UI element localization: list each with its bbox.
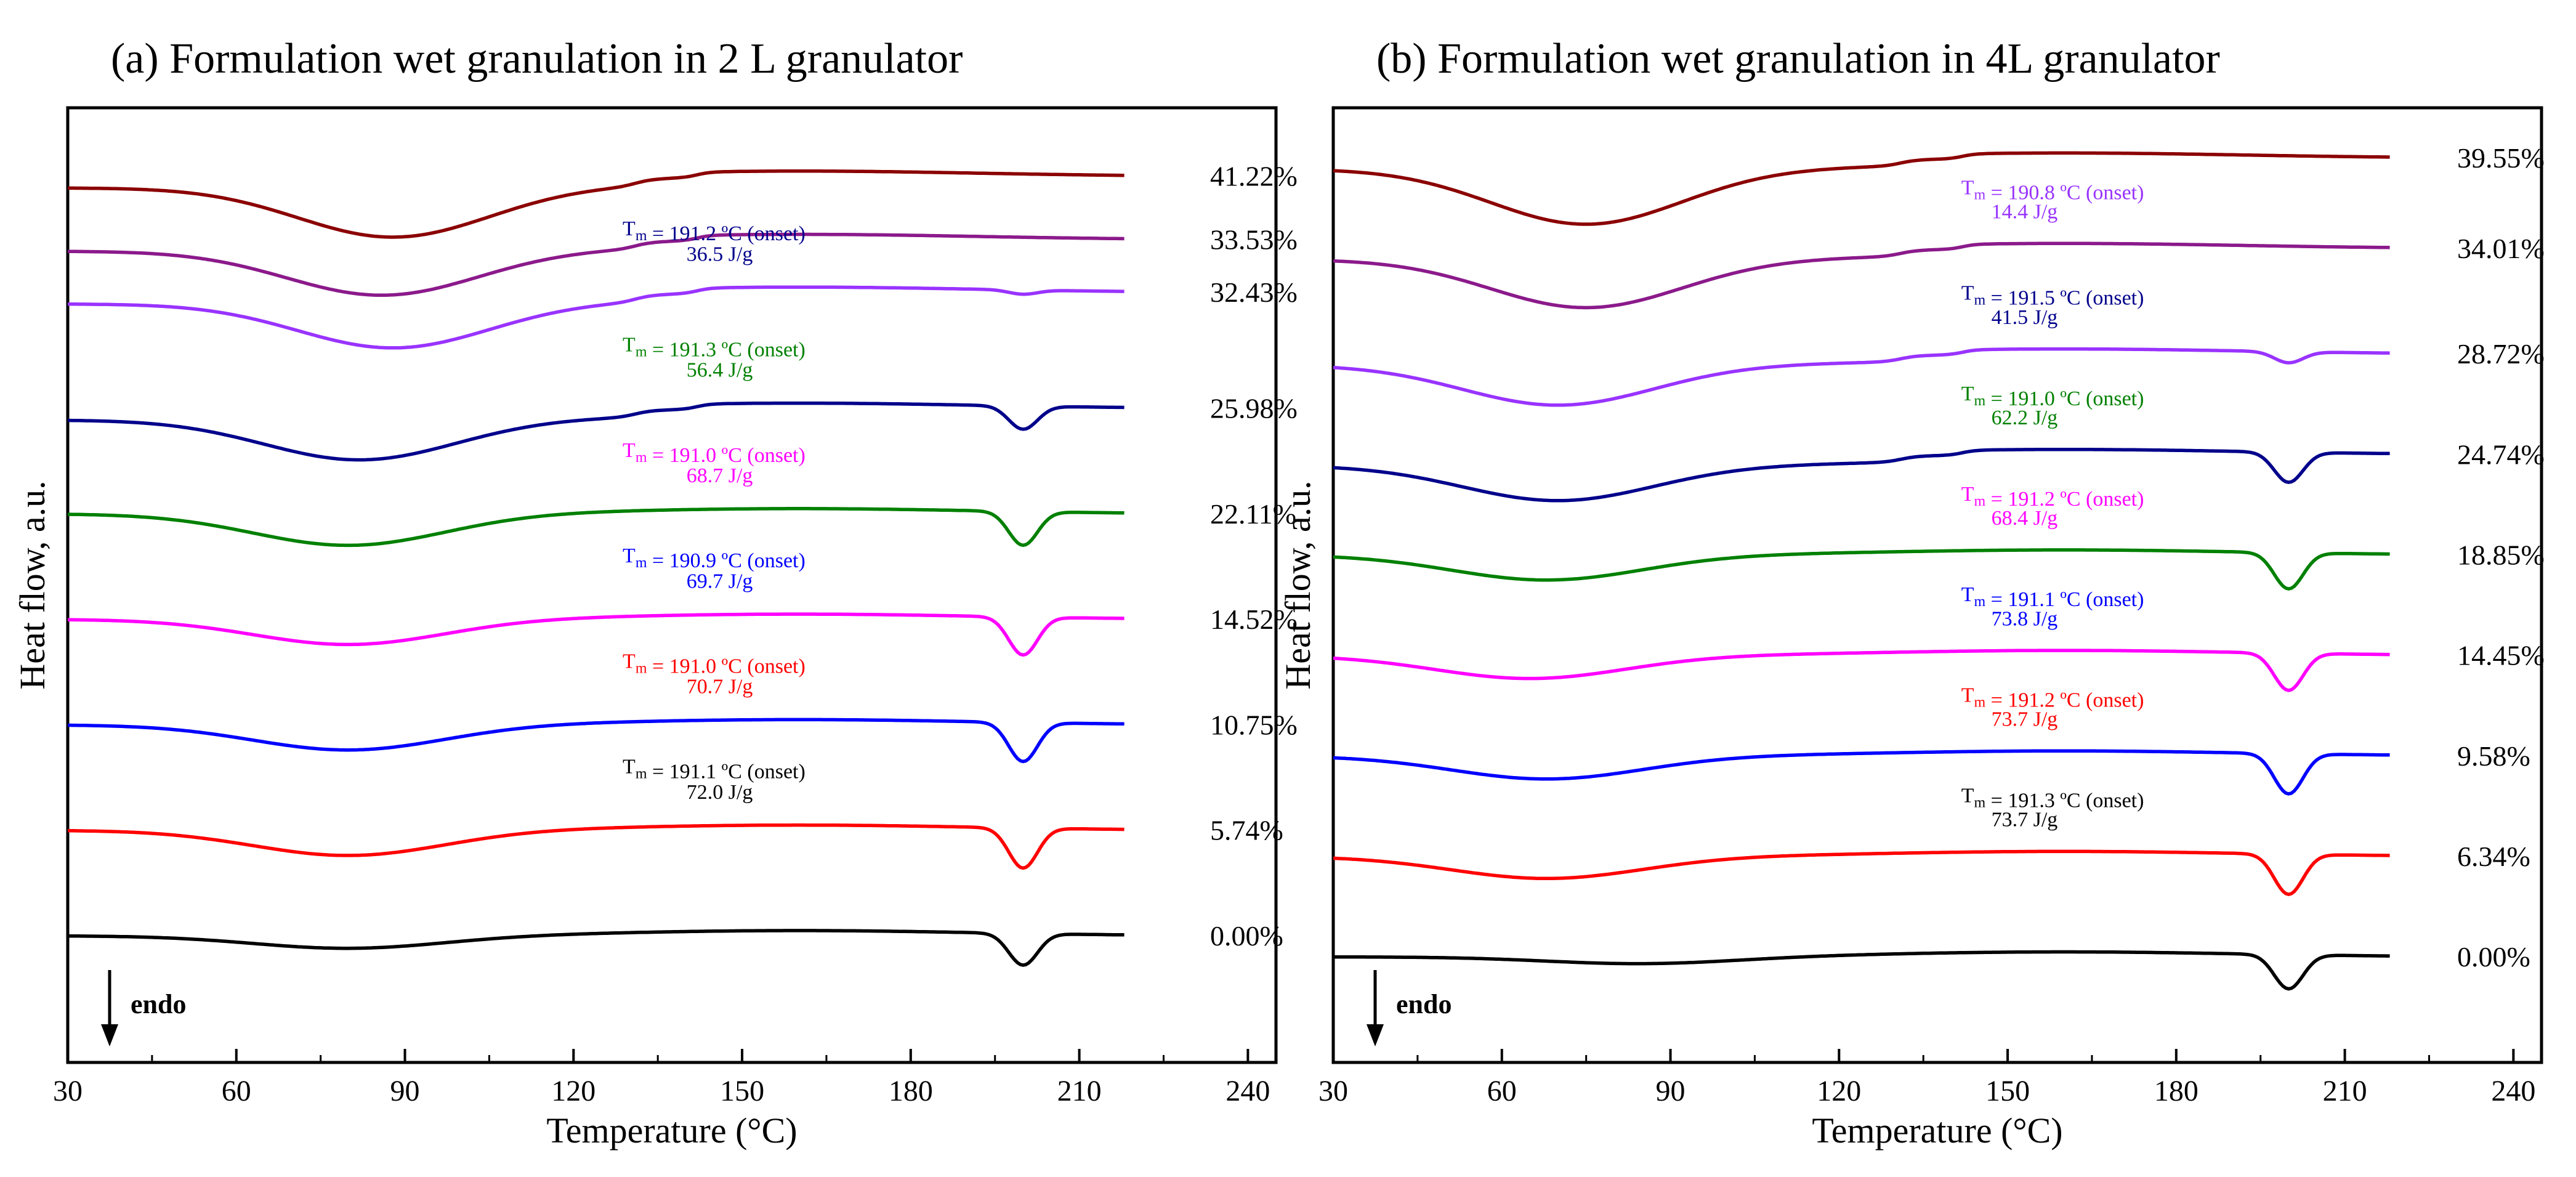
series-line bbox=[68, 612, 1124, 657]
series-label: 9.58% bbox=[2457, 740, 2530, 772]
enthalpy-annotation: 56.4 J/g bbox=[687, 359, 753, 382]
endo-label: endo bbox=[131, 989, 186, 1019]
tm-annotation: Tm = 190.8 ºC (onset) bbox=[1961, 176, 2144, 204]
x-tick-label: 210 bbox=[2323, 1075, 2367, 1107]
x-tick-label: 60 bbox=[222, 1075, 251, 1107]
series-line bbox=[1333, 241, 2390, 310]
enthalpy-annotation: 41.5 J/g bbox=[1992, 306, 2058, 329]
series-line bbox=[68, 169, 1124, 239]
series-line bbox=[1333, 548, 2390, 591]
series-line bbox=[68, 401, 1124, 462]
series-line bbox=[1333, 749, 2390, 796]
chart-panel-a: (a) Formulation wet granulation in 2 L g… bbox=[12, 35, 1298, 1151]
tm-annotation: Tm = 190.9 ºC (onset) bbox=[623, 544, 806, 572]
y-axis-label: Heat flow, a.u. bbox=[12, 480, 52, 689]
tm-annotation: Tm = 191.1 ºC (onset) bbox=[623, 756, 806, 783]
series-line bbox=[68, 285, 1124, 350]
endo-arrow-head bbox=[1367, 1024, 1384, 1046]
x-tick-label: 90 bbox=[1656, 1075, 1686, 1107]
enthalpy-annotation: 69.7 J/g bbox=[687, 570, 753, 593]
x-axis-label: Temperature (°C) bbox=[546, 1110, 797, 1151]
tm-annotation: Tm = 191.2 ºC (onset) bbox=[623, 217, 806, 245]
series-label: 18.85% bbox=[2457, 540, 2545, 571]
x-tick-label: 120 bbox=[551, 1075, 596, 1107]
enthalpy-annotation: 68.7 J/g bbox=[687, 464, 753, 487]
tm-annotation: Tm = 191.0 ºC (onset) bbox=[1961, 382, 2144, 410]
enthalpy-annotation: 73.7 J/g bbox=[1992, 708, 2058, 730]
tm-annotation: Tm = 191.3 ºC (onset) bbox=[623, 334, 806, 362]
x-tick-label: 60 bbox=[1487, 1075, 1517, 1107]
x-axis-label: Temperature (°C) bbox=[1812, 1110, 2062, 1151]
enthalpy-annotation: 70.7 J/g bbox=[687, 676, 753, 698]
chart-title: (a) Formulation wet granulation in 2 L g… bbox=[111, 35, 963, 83]
series-label: 34.01% bbox=[2457, 233, 2545, 264]
series-line bbox=[68, 507, 1124, 548]
x-tick-label: 30 bbox=[53, 1075, 83, 1107]
series-label: 6.34% bbox=[2457, 841, 2530, 872]
series-label: 33.53% bbox=[1210, 224, 1298, 255]
x-tick-label: 210 bbox=[1057, 1075, 1102, 1107]
x-tick-label: 150 bbox=[720, 1075, 764, 1107]
series-line bbox=[67, 929, 1124, 967]
y-axis-label: Heat flow, a.u. bbox=[1278, 480, 1318, 689]
series-line bbox=[68, 718, 1124, 764]
enthalpy-annotation: 73.8 J/g bbox=[1992, 607, 2058, 630]
enthalpy-annotation: 14.4 J/g bbox=[1992, 200, 2058, 223]
x-tick-label: 150 bbox=[1985, 1075, 2030, 1107]
series-label: 41.22% bbox=[1210, 161, 1298, 192]
endo-arrow-head bbox=[101, 1024, 118, 1046]
x-tick-label: 240 bbox=[1225, 1075, 1270, 1107]
series-label: 0.00% bbox=[1210, 920, 1283, 952]
plot-frame bbox=[66, 106, 1278, 1064]
series-line bbox=[67, 232, 1124, 297]
x-tick-label: 180 bbox=[889, 1075, 933, 1107]
enthalpy-annotation: 72.0 J/g bbox=[687, 781, 753, 804]
enthalpy-annotation: 68.4 J/g bbox=[1992, 507, 2058, 530]
series-label: 10.75% bbox=[1210, 709, 1298, 740]
chart-panel-b: (b) Formulation wet granulation in 4L gr… bbox=[1278, 35, 2545, 1151]
enthalpy-annotation: 36.5 J/g bbox=[687, 243, 753, 265]
enthalpy-annotation: 73.7 J/g bbox=[1992, 809, 2058, 831]
series-line bbox=[1333, 849, 2390, 896]
plot-frame bbox=[1331, 106, 2543, 1064]
series-line bbox=[67, 823, 1124, 870]
tm-annotation: Tm = 191.2 ºC (onset) bbox=[1961, 483, 2144, 511]
series-line bbox=[1333, 447, 2390, 503]
series-label: 39.55% bbox=[2457, 142, 2545, 174]
tm-annotation: Tm = 191.1 ºC (onset) bbox=[1961, 583, 2144, 611]
x-tick-label: 240 bbox=[2491, 1075, 2535, 1107]
series-label: 0.00% bbox=[2457, 941, 2530, 973]
series-line bbox=[1333, 950, 2390, 991]
series-line bbox=[1333, 649, 2390, 692]
tm-annotation: Tm = 191.0 ºC (onset) bbox=[623, 650, 806, 677]
x-tick-label: 30 bbox=[1318, 1075, 1348, 1107]
x-tick-label: 90 bbox=[390, 1075, 420, 1107]
series-label: 14.45% bbox=[2457, 640, 2545, 671]
chart-title: (b) Formulation wet granulation in 4L gr… bbox=[1376, 35, 2220, 83]
x-tick-label: 180 bbox=[2154, 1075, 2198, 1107]
tm-annotation: Tm = 191.2 ºC (onset) bbox=[1961, 684, 2144, 711]
series-label: 5.74% bbox=[1210, 815, 1283, 846]
x-tick-label: 120 bbox=[1817, 1075, 1861, 1107]
series-label: 25.98% bbox=[1210, 392, 1298, 424]
tm-annotation: Tm = 191.3 ºC (onset) bbox=[1961, 784, 2144, 812]
series-label: 22.11% bbox=[1210, 498, 1296, 530]
series-label: 24.74% bbox=[2457, 439, 2545, 470]
endo-label: endo bbox=[1396, 989, 1452, 1019]
series-label: 28.72% bbox=[2457, 338, 2545, 370]
tm-annotation: Tm = 191.0 ºC (onset) bbox=[623, 439, 806, 467]
series-label: 14.52% bbox=[1210, 604, 1298, 635]
enthalpy-annotation: 62.2 J/g bbox=[1992, 406, 2058, 429]
series-line bbox=[1333, 151, 2390, 226]
series-line bbox=[1333, 347, 2390, 407]
tm-annotation: Tm = 191.5 ºC (onset) bbox=[1961, 282, 2144, 310]
series-label: 32.43% bbox=[1210, 277, 1298, 308]
